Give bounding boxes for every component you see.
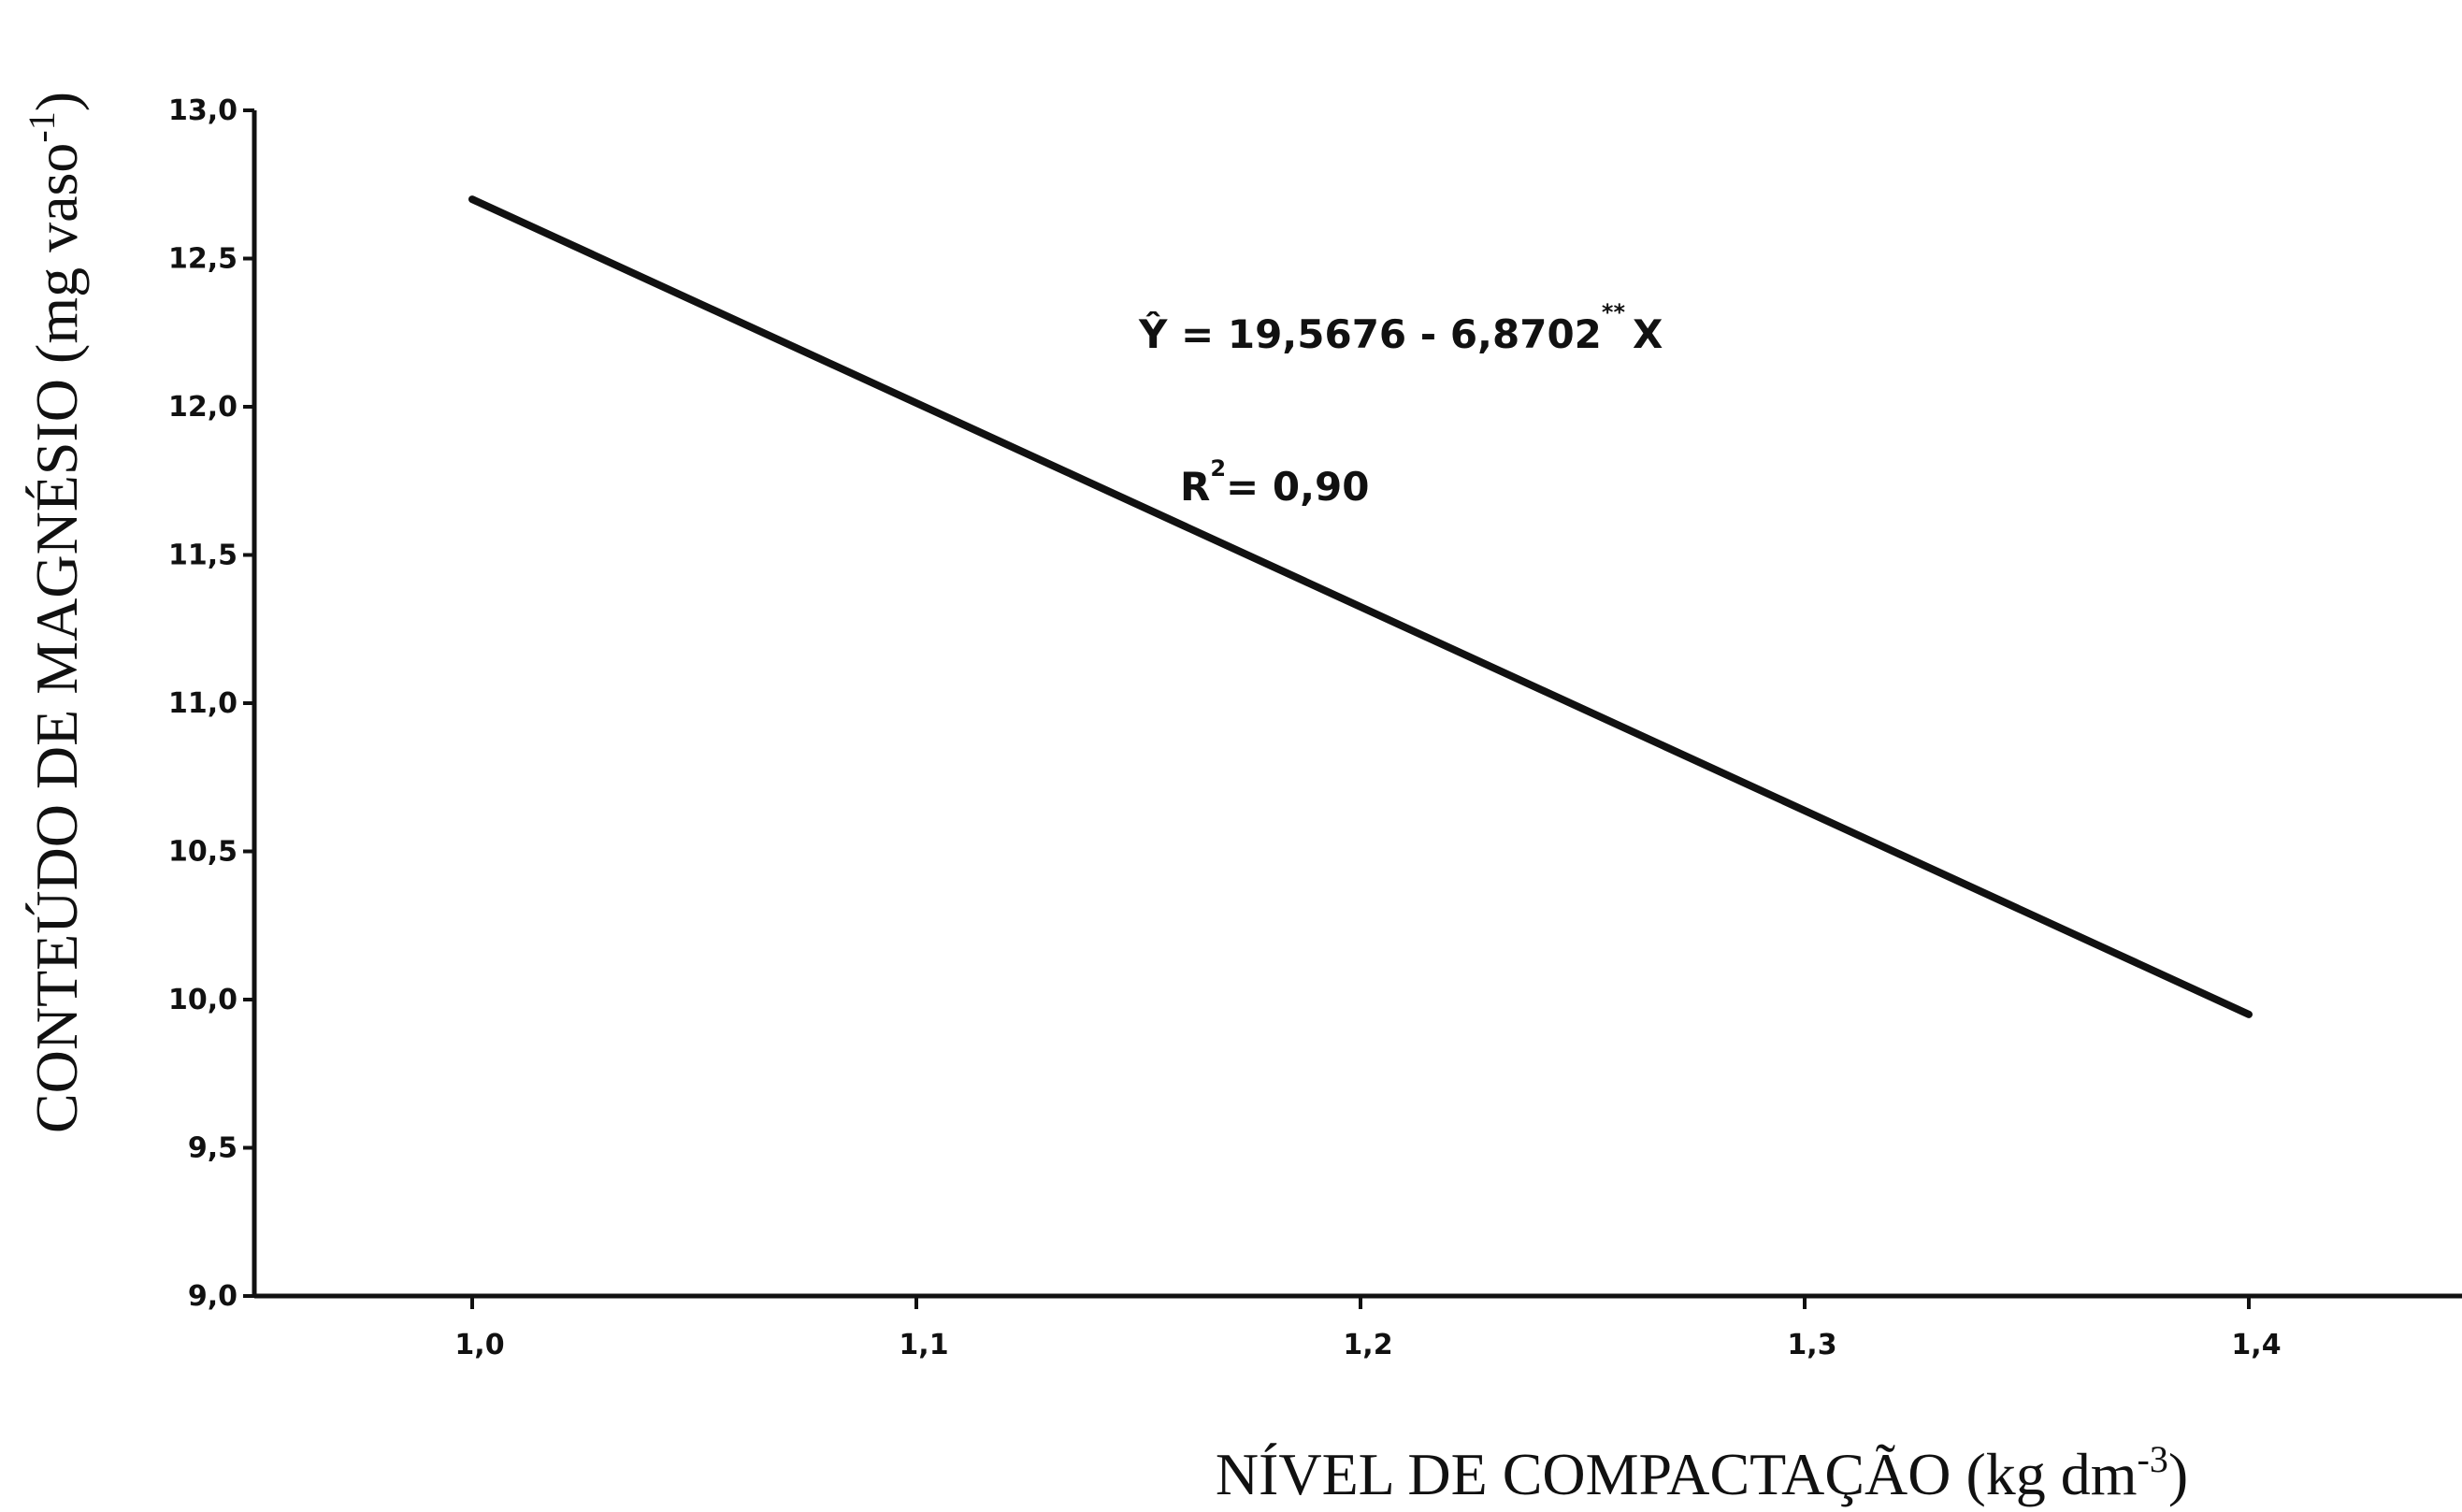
- r-squared-sup: 2: [1210, 455, 1226, 482]
- y-axis-title-sup: -1: [21, 111, 63, 142]
- y-tick-label: 10,0: [168, 984, 238, 1016]
- x-axis-title-sup: -3: [2138, 1438, 2168, 1480]
- regression-line: [468, 195, 2253, 1018]
- y-tick-label: 11,5: [168, 540, 238, 572]
- regression-equation: Ŷ = 19,5676 - 6,8702** X: [1138, 299, 1663, 357]
- y-tick-label: 10,5: [168, 836, 238, 869]
- x-tick-label: 1,4: [2231, 1329, 2281, 1361]
- x-tick-label: 1,2: [1343, 1329, 1392, 1361]
- y-axis-title: CONTEÚDO DE MAGNÉSIO (mg vaso-1): [21, 92, 90, 1133]
- y-ticks: 9,0 9,5 10,0 10,5 11,0 11,5 12,0 12,5 13,0: [168, 94, 254, 1313]
- y-tick-label: 12,0: [168, 391, 238, 424]
- regression-equation-sup: **: [1602, 299, 1626, 325]
- x-tick-label: 1,0: [454, 1329, 504, 1361]
- x-tick-label: 1,1: [899, 1329, 948, 1361]
- y-tick-label: 9,5: [188, 1132, 238, 1165]
- x-axis-title: NÍVEL DE COMPACTAÇÃO (kg dm-3): [1216, 1438, 2188, 1507]
- r-squared-annotation: R2= 0,90: [1180, 455, 1370, 510]
- series-layer: [468, 195, 2253, 1018]
- y-tick-label: 11,0: [168, 687, 238, 720]
- y-tick-label: 9,0: [188, 1280, 238, 1313]
- y-tick-label: 13,0: [168, 94, 238, 127]
- axes: 9,09,510,010,511,011,512,012,513,0 1,0 1,…: [168, 94, 2462, 1361]
- x-tick-label: 1,3: [1787, 1329, 1836, 1361]
- x-ticks: 1,0 1,1 1,2 1,3 1,4: [454, 1296, 2282, 1361]
- y-tick-label: 12,5: [168, 243, 238, 276]
